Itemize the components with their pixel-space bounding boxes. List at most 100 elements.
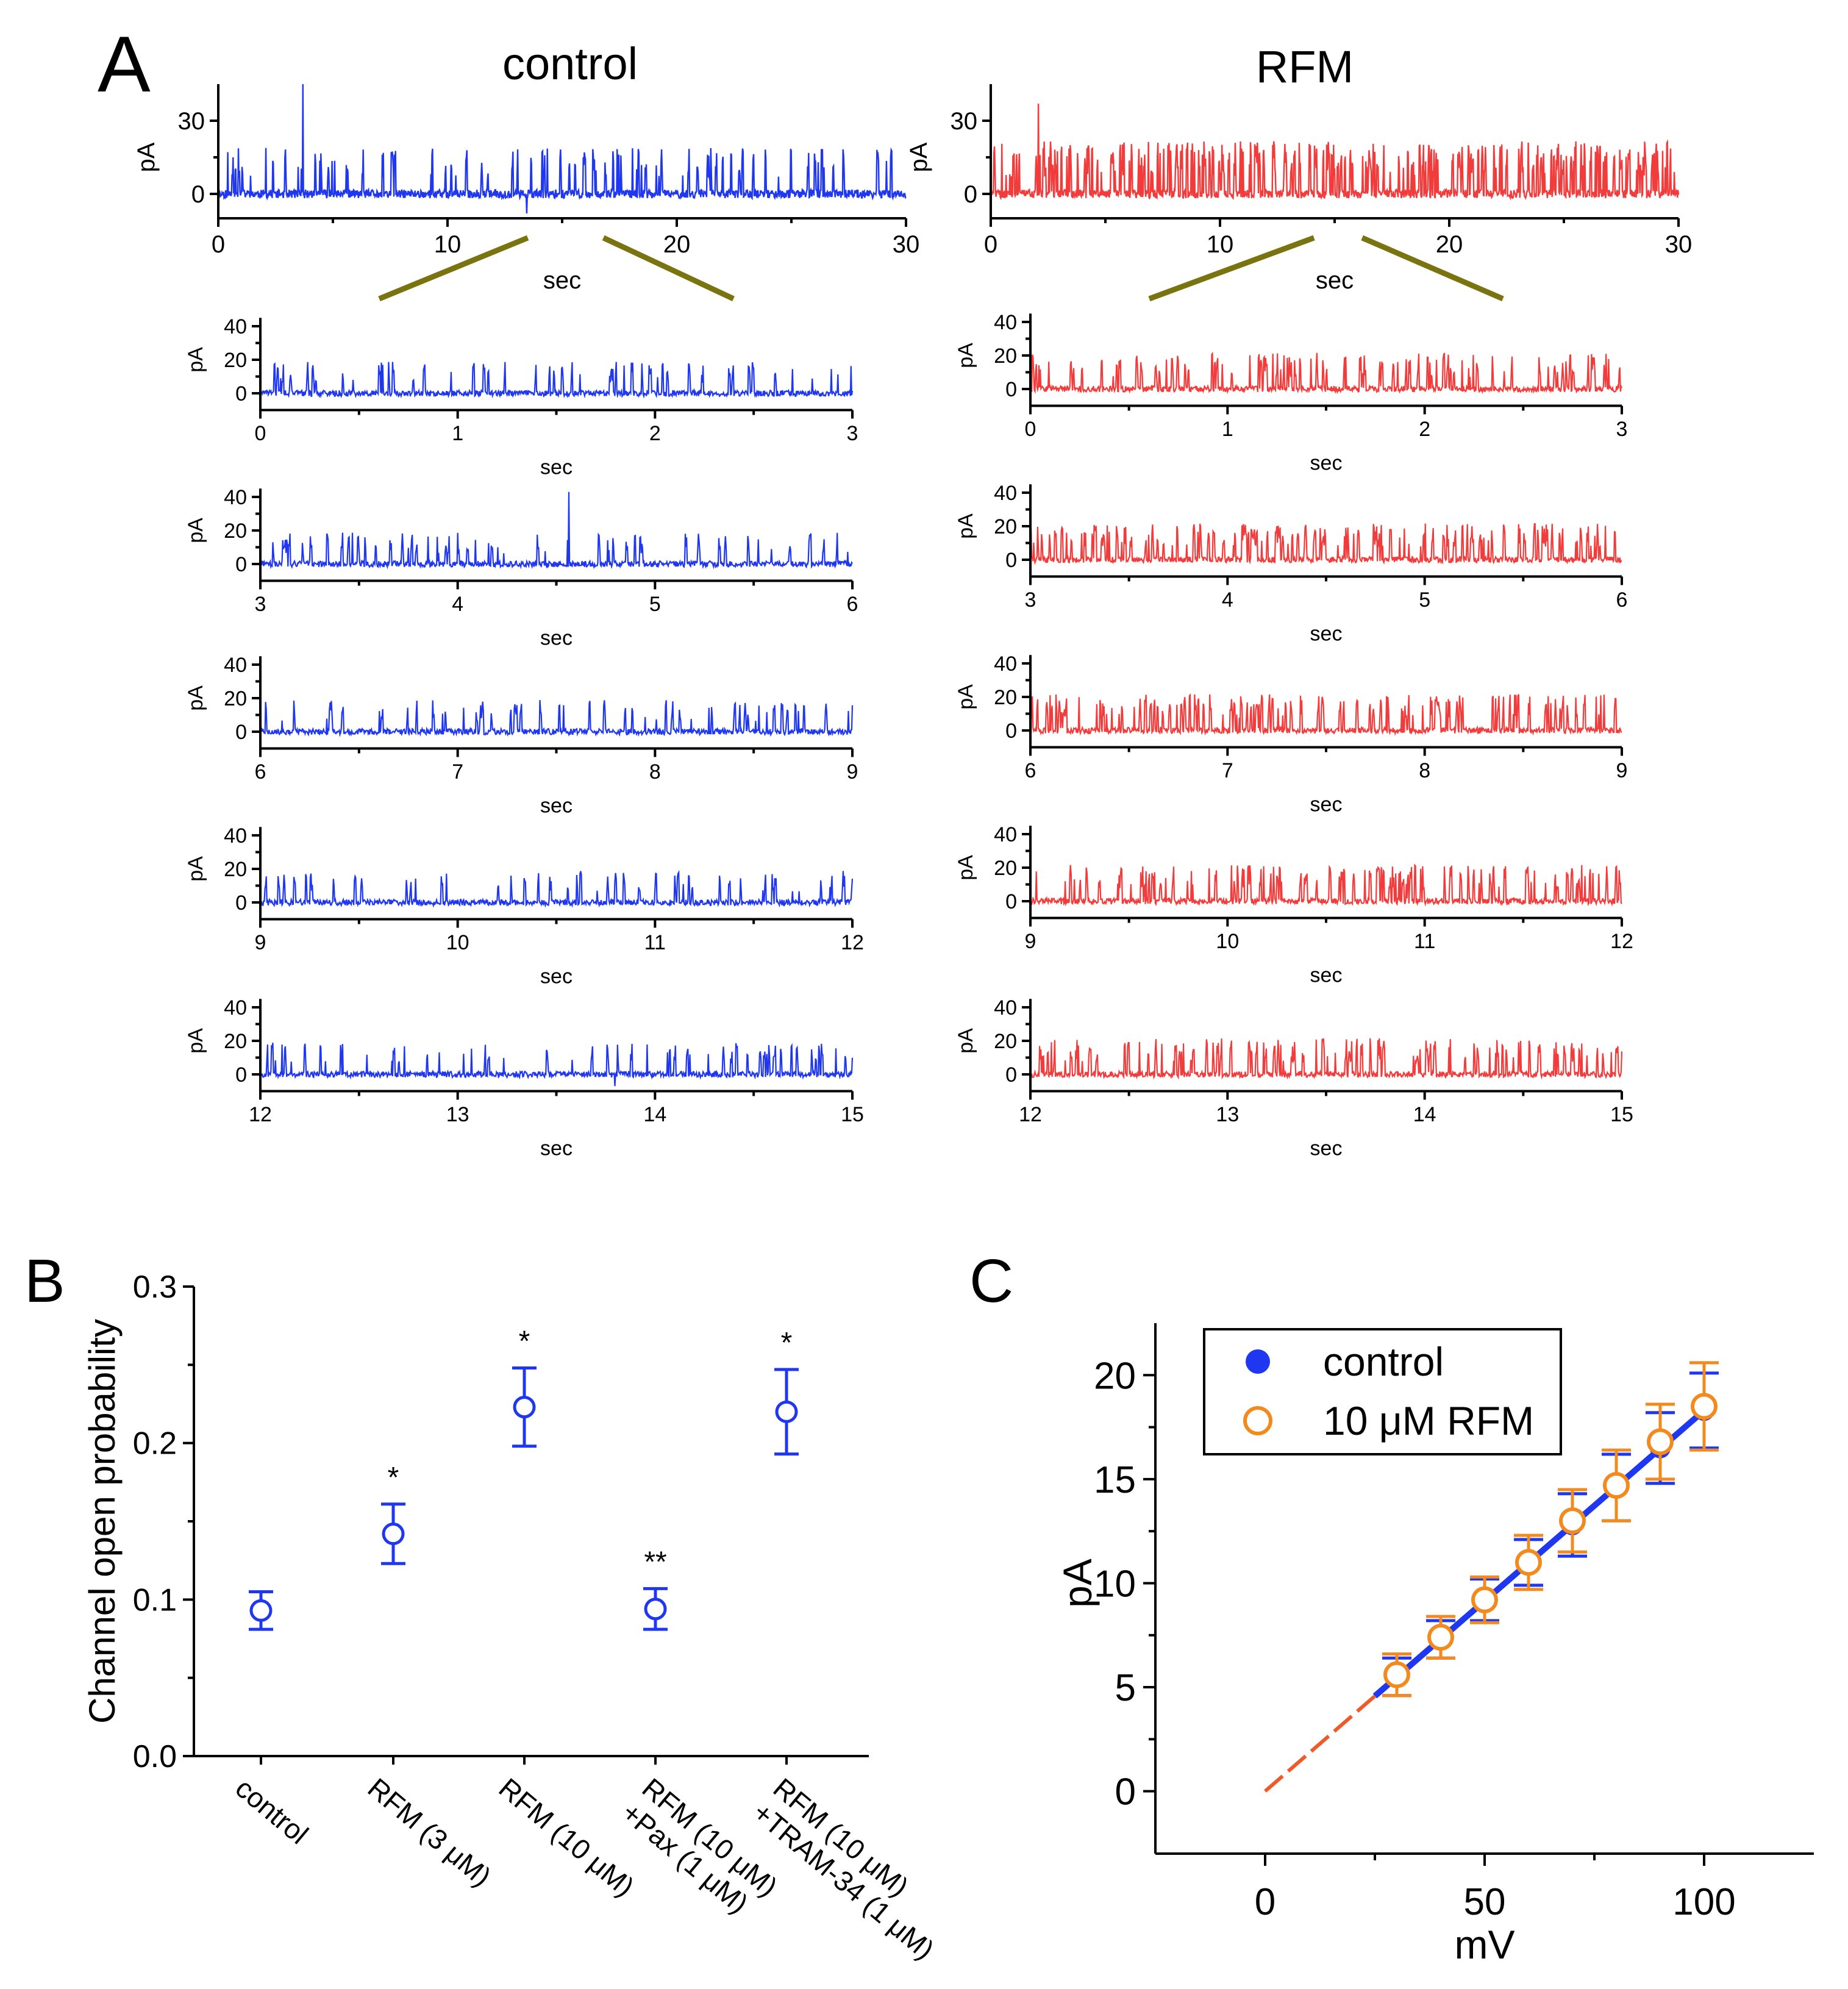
panel-b-letter: B bbox=[24, 1247, 65, 1315]
category-label: control bbox=[230, 1772, 315, 1851]
y-tick-label: 20 bbox=[224, 858, 247, 881]
significance-marker: * bbox=[388, 1462, 399, 1494]
current-trace bbox=[260, 362, 854, 399]
y-tick-label: 40 bbox=[994, 482, 1017, 505]
category-label: RFM (10 μM) bbox=[493, 1772, 641, 1903]
y-axis-label: pA bbox=[133, 142, 160, 172]
control-zoom-trace-3: 0 20 40 6 7 8 9 pA sec bbox=[184, 654, 858, 818]
x-tick-label: 20 bbox=[1436, 231, 1463, 258]
y-tick-label: 0 bbox=[964, 181, 977, 208]
x-tick-label: 12 bbox=[1610, 930, 1633, 953]
legend: control 10 μM RFM bbox=[1203, 1328, 1562, 1455]
rfm-overview-trace-plot: 0 30 0 10 20 30 pA sec bbox=[905, 84, 1692, 294]
x-tick-label: 20 bbox=[663, 231, 691, 258]
x-axis-label: sec bbox=[1310, 1137, 1343, 1160]
x-tick-label: 12 bbox=[249, 1103, 272, 1126]
y-tick-label: 0.3 bbox=[133, 1269, 177, 1305]
rfm-data-point bbox=[1559, 1507, 1586, 1535]
y-tick-label: 40 bbox=[224, 996, 247, 1019]
y-tick-label: 40 bbox=[994, 311, 1017, 334]
x-tick-label: 10 bbox=[1207, 231, 1234, 258]
y-tick-label: 20 bbox=[224, 349, 247, 372]
y-tick-label: 40 bbox=[994, 652, 1017, 676]
x-tick-label: 7 bbox=[1222, 759, 1233, 782]
panel-c-iv-chart: 0 5 10 15 20 0 50 100 mV pA control 10 μM RFM bbox=[1055, 1323, 1814, 1967]
current-trace bbox=[1029, 693, 1622, 737]
x-tick-label: 0 bbox=[984, 231, 997, 258]
x-tick-label: 1 bbox=[452, 422, 463, 445]
x-tick-label: 8 bbox=[1419, 759, 1430, 782]
y-tick-label: 5 bbox=[1115, 1667, 1136, 1709]
x-axis-label: sec bbox=[540, 456, 573, 479]
x-tick-label: 10 bbox=[434, 231, 462, 258]
y-tick-label: 20 bbox=[994, 345, 1017, 368]
rfm-zoom-trace-3: 0 20 40 6 7 8 9 pA sec bbox=[954, 652, 1627, 816]
x-tick-label: 0 bbox=[1025, 418, 1036, 441]
y-tick-label: 0 bbox=[1005, 1063, 1017, 1087]
x-tick-label: 30 bbox=[893, 231, 920, 258]
x-tick-label: 4 bbox=[1222, 588, 1233, 612]
y-tick-label: 0 bbox=[191, 181, 205, 208]
category-label-line: RFM (10 μM) bbox=[493, 1772, 641, 1903]
x-axis-label: sec bbox=[540, 965, 573, 988]
x-tick-label: 5 bbox=[1419, 588, 1430, 612]
y-axis-label: pA bbox=[954, 855, 977, 880]
y-axis-label: pA bbox=[954, 513, 977, 539]
category-label: RFM (10 μM)+TRAM-34 (1 μM) bbox=[747, 1772, 961, 1966]
x-tick-label: 3 bbox=[255, 593, 266, 616]
rfm-data-point bbox=[1515, 1549, 1542, 1576]
rfm-data-point bbox=[1471, 1586, 1498, 1613]
x-tick-label: 2 bbox=[649, 422, 661, 445]
y-tick-label: 40 bbox=[224, 486, 247, 509]
y-axis-label: pA bbox=[184, 856, 207, 882]
x-axis-label: mV bbox=[1455, 1922, 1515, 1967]
x-tick-label: 1 bbox=[1222, 418, 1233, 441]
x-tick-label: 15 bbox=[1610, 1103, 1633, 1126]
x-axis-label: sec bbox=[1310, 964, 1343, 987]
y-axis-label: pA bbox=[1055, 1559, 1100, 1608]
rfm-data-point bbox=[1691, 1393, 1718, 1420]
legend-control-marker bbox=[1246, 1349, 1270, 1374]
rfm-zoom-trace-2: 0 20 40 3 4 5 6 pA sec bbox=[954, 482, 1627, 646]
current-trace bbox=[1030, 351, 1622, 395]
control-zoom-trace-4: 0 20 40 9 10 11 12 pA sec bbox=[184, 824, 864, 988]
current-trace bbox=[217, 84, 907, 214]
y-axis-label: pA bbox=[184, 347, 207, 373]
category-label: RFM (3 μM) bbox=[362, 1772, 498, 1893]
current-trace bbox=[1029, 1038, 1623, 1080]
x-tick-label: 6 bbox=[1616, 588, 1628, 612]
control-zoom-trace-5: 0 20 40 12 13 14 15 pA sec bbox=[184, 996, 864, 1160]
x-tick-label: 9 bbox=[847, 760, 858, 784]
x-tick-label: 14 bbox=[1413, 1103, 1436, 1126]
data-point bbox=[644, 1598, 667, 1621]
category-label-line: control bbox=[230, 1772, 315, 1851]
x-axis-label: sec bbox=[540, 1137, 573, 1160]
control-overview-trace-plot: 0 30 0 10 20 30 pA sec bbox=[133, 84, 919, 294]
y-tick-label: 0 bbox=[1005, 890, 1017, 913]
y-tick-label: 0 bbox=[235, 721, 247, 744]
x-tick-label: 9 bbox=[1616, 759, 1628, 782]
x-tick-label: 11 bbox=[644, 931, 666, 954]
y-axis-label: pA bbox=[905, 142, 932, 172]
x-axis-label: sec bbox=[540, 795, 573, 818]
x-axis-label: sec bbox=[543, 267, 581, 294]
x-tick-label: 7 bbox=[452, 760, 463, 784]
legend-control-label: control bbox=[1323, 1339, 1444, 1384]
zoom-connector-right bbox=[602, 235, 735, 302]
category-label-line: RFM (3 μM) bbox=[362, 1772, 498, 1893]
y-tick-label: 20 bbox=[994, 857, 1017, 880]
current-trace bbox=[259, 870, 854, 909]
y-tick-label: 20 bbox=[994, 686, 1017, 709]
y-tick-label: 30 bbox=[178, 108, 205, 135]
x-tick-label: 0 bbox=[255, 422, 266, 445]
x-tick-label: 9 bbox=[255, 931, 266, 954]
y-tick-label: 0 bbox=[1005, 549, 1017, 572]
x-tick-label: 30 bbox=[1665, 231, 1693, 258]
y-axis-label: pA bbox=[954, 684, 977, 710]
x-tick-label: 5 bbox=[649, 593, 661, 616]
y-axis-label: pA bbox=[954, 1028, 977, 1054]
zoom-connector-left bbox=[1148, 235, 1315, 302]
x-tick-label: 15 bbox=[841, 1103, 864, 1126]
